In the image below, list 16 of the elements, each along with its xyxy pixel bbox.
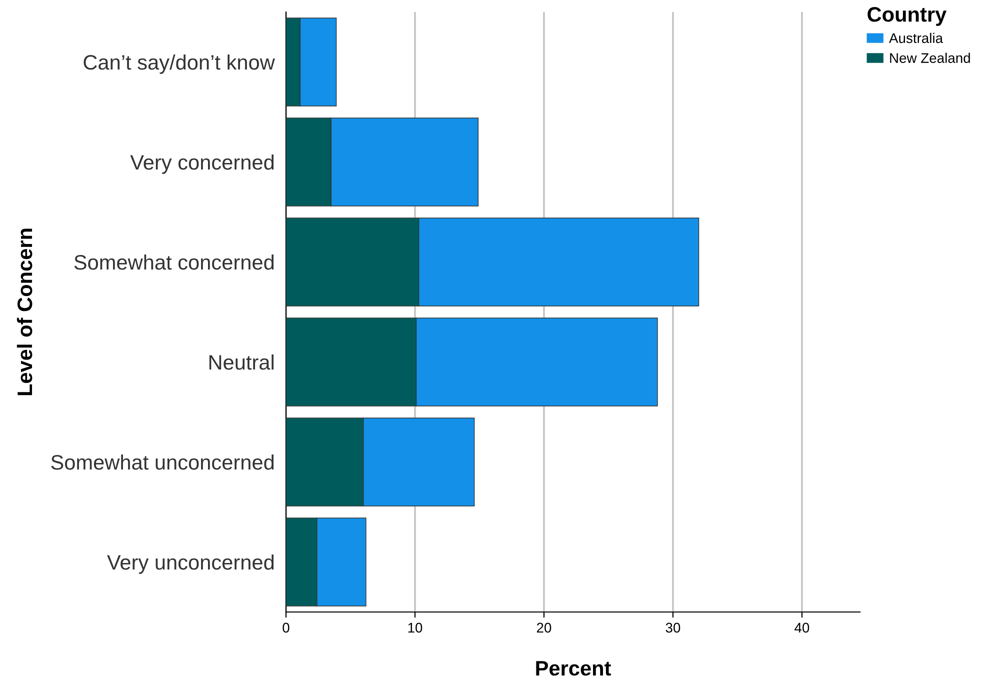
x-axis-title: Percent [536,661,611,676]
y-tick-label: Very concerned [130,154,274,174]
x-tick-label: 10 [408,622,422,633]
y-tick-label: Neutral [209,354,274,370]
y-axis-title: Level of Concern [16,228,32,396]
x-tick-label: 0 [282,622,290,633]
legend-label: New Zealand [890,52,970,63]
legend-label: Australia [889,32,944,44]
y-tick-label: Somewhat unconcerned [51,454,274,470]
x-tick-label: 40 [794,622,810,633]
x-tick-label: 30 [666,622,680,633]
legend-title: Country [868,7,946,26]
y-tick-label: Somewhat concerned [74,254,274,270]
y-tick-label: Very unconcerned [107,554,274,574]
x-tick-label: 20 [536,622,552,633]
y-tick-label: Can’t say/don’t know [84,54,275,74]
